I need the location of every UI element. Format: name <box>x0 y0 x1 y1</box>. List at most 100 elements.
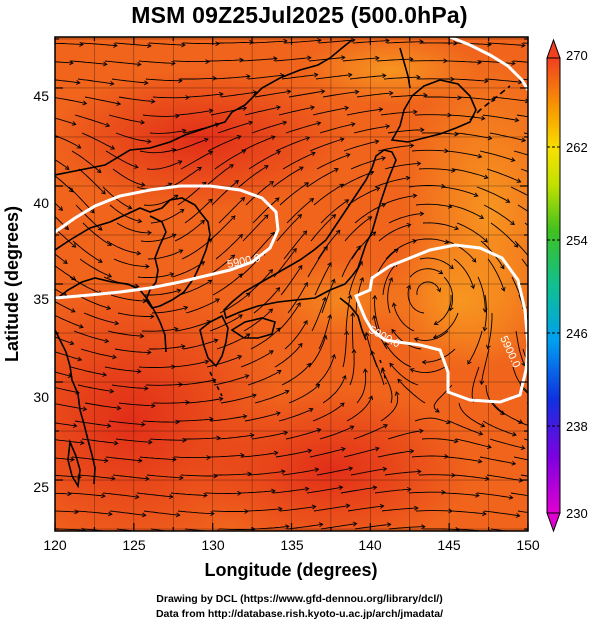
streamline <box>341 245 361 278</box>
streamline-arrow <box>381 368 386 374</box>
streamline-arrow <box>317 37 322 43</box>
streamline <box>105 456 142 462</box>
streamline-arrow <box>514 117 520 123</box>
streamline <box>487 258 505 292</box>
streamline-arrow <box>238 233 243 239</box>
streamline-arrow <box>175 113 180 119</box>
streamline <box>448 114 485 120</box>
streamline-arrow <box>340 402 345 408</box>
streamline <box>117 312 154 317</box>
streamline <box>351 231 376 260</box>
streamline-arrow <box>322 334 328 340</box>
streamline-arrow <box>409 143 415 149</box>
streamline <box>306 486 343 494</box>
streamline <box>418 474 456 476</box>
streamline <box>380 391 399 422</box>
streamline-arrow <box>175 512 181 518</box>
streamline <box>55 528 86 531</box>
streamline-arrow <box>385 38 390 44</box>
streamline <box>377 450 414 458</box>
streamline-arrow <box>178 382 183 387</box>
streamline <box>318 314 331 350</box>
streamline <box>516 114 528 118</box>
streamline-arrow <box>381 73 387 79</box>
streamline <box>388 213 424 224</box>
streamline-arrow <box>451 167 456 173</box>
streamline-arrow <box>341 374 347 380</box>
streamline <box>114 42 151 47</box>
streamline <box>218 528 256 530</box>
streamline <box>110 294 147 302</box>
streamline-arrow <box>483 174 489 180</box>
streamline-arrow <box>421 359 427 365</box>
streamline <box>389 363 419 386</box>
streamline <box>322 375 346 404</box>
streamline <box>408 185 445 188</box>
streamline <box>185 298 220 314</box>
streamline <box>344 216 372 242</box>
colorbar-labels: 270 262 254 246 238 230 <box>566 48 588 521</box>
streamline <box>139 456 176 461</box>
streamline <box>184 198 213 224</box>
streamline-arrow <box>338 485 344 491</box>
credit-data: Data from http://database.rish.kyoto-u.a… <box>155 608 444 620</box>
streamline <box>118 402 155 407</box>
streamline-arrow <box>213 473 218 479</box>
streamline-arrow <box>76 144 82 149</box>
streamline-arrow <box>479 214 485 219</box>
streamline <box>55 403 87 410</box>
streamline-arrow <box>205 59 210 65</box>
streamline-arrow <box>63 259 68 264</box>
streamline-arrow <box>283 38 288 44</box>
streamline-arrow <box>374 446 380 452</box>
streamline <box>172 360 209 368</box>
streamline <box>250 40 287 44</box>
streamline-arrow <box>478 431 484 436</box>
streamline-arrow <box>485 344 491 350</box>
streamline-arrow <box>71 275 77 281</box>
streamline-arrow <box>482 326 488 332</box>
streamline-arrow <box>370 350 375 356</box>
streamline <box>512 60 528 63</box>
mainland-coast <box>55 39 353 176</box>
streamline-arrow <box>511 60 516 66</box>
streamline <box>490 222 519 248</box>
streamline <box>513 456 528 461</box>
streamline <box>70 60 107 65</box>
streamline <box>180 474 217 477</box>
streamline-arrow <box>144 385 149 391</box>
streamline <box>241 136 276 152</box>
streamline <box>238 490 275 494</box>
streamline-arrow <box>309 198 315 203</box>
streamline <box>111 384 148 389</box>
streamline-arrow <box>523 532 527 536</box>
streamline <box>476 186 510 203</box>
streamline <box>315 74 352 80</box>
streamline-arrow <box>276 370 282 375</box>
streamline <box>204 164 234 188</box>
streamline <box>55 336 74 345</box>
streamline-arrow <box>268 350 274 355</box>
streamline-arrow <box>350 122 356 127</box>
streamline-arrow <box>487 444 492 450</box>
streamline <box>113 258 149 267</box>
streamline-arrow <box>304 182 310 187</box>
streamline-arrow <box>487 42 492 47</box>
streamline-arrow <box>229 164 234 169</box>
streamline-arrow <box>230 254 236 260</box>
streamline <box>442 186 478 197</box>
streamline <box>285 428 321 440</box>
streamline-arrow <box>515 512 521 518</box>
streamline <box>184 437 221 440</box>
streamline-arrow <box>484 476 490 482</box>
streamline <box>55 492 72 495</box>
sakhalin-coast <box>399 47 411 89</box>
streamline-arrow <box>447 203 453 209</box>
streamline-arrow <box>241 149 247 154</box>
streamline <box>482 420 517 436</box>
streamline-arrow <box>240 196 246 202</box>
streamline-arrow <box>283 430 289 436</box>
streamline-arrow <box>209 416 214 422</box>
streamline <box>347 187 380 206</box>
